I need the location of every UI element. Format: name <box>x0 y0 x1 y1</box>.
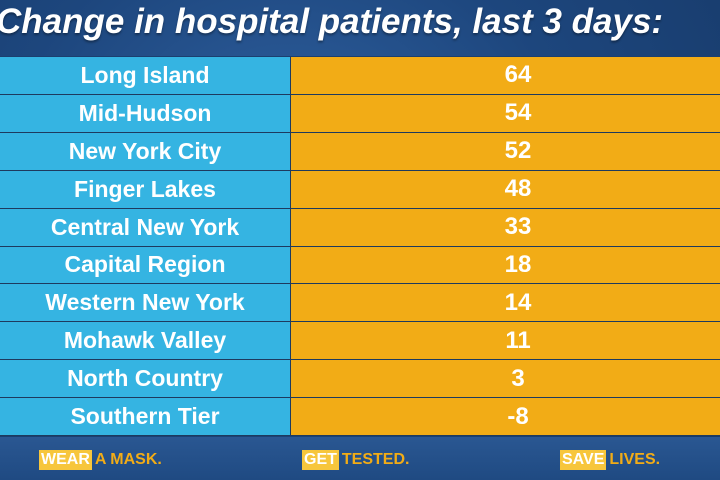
slogan-text: A MASK. <box>94 451 162 468</box>
table-row: Southern Tier -8 <box>0 398 720 437</box>
table-row: New York City 52 <box>0 132 720 171</box>
table-row: Finger Lakes 48 <box>0 170 720 209</box>
value-text: 64 <box>504 61 532 89</box>
region-cell: Finger Lakes <box>0 170 290 208</box>
value-text: 48 <box>504 175 532 203</box>
slogan-text: LIVES. <box>609 451 661 468</box>
value-text: 14 <box>504 288 532 316</box>
region-cell: Central New York <box>0 208 290 246</box>
slogan-highlight: SAVE <box>560 450 607 470</box>
table-row: North Country 3 <box>0 360 720 399</box>
region-cell: Mid-Hudson <box>0 94 290 132</box>
value-text: 52 <box>504 137 532 165</box>
slogan-highlight: WEAR <box>39 450 92 470</box>
hospital-change-table: Long Island 64 Mid-Hudson 54 New York Ci… <box>0 56 720 437</box>
slogan-text: TESTED. <box>341 451 410 468</box>
region-cell: Mohawk Valley <box>0 322 290 360</box>
region-cell: Long Island <box>0 57 290 94</box>
slogan-save-lives: SAVE LIVES. <box>560 450 660 470</box>
region-cell: Southern Tier <box>0 398 290 436</box>
value-text: 11 <box>505 326 531 354</box>
slogan-get-tested: GET TESTED. <box>302 450 409 470</box>
value-cell: 52 <box>290 132 720 170</box>
value-text: 18 <box>504 250 532 278</box>
value-cell: 14 <box>290 284 720 322</box>
value-cell: 11 <box>290 322 720 360</box>
slogan-highlight: GET <box>302 450 339 470</box>
value-cell: 3 <box>290 360 720 398</box>
value-text: -8 <box>507 402 529 430</box>
value-cell: 18 <box>290 246 720 284</box>
slogan-wear-mask: WEAR A MASK. <box>39 450 162 470</box>
value-cell: 48 <box>290 170 720 208</box>
table-row: Mid-Hudson 54 <box>0 94 720 133</box>
table-row: Central New York 33 <box>0 208 720 247</box>
table-row: Mohawk Valley 11 <box>0 322 720 361</box>
value-cell: 64 <box>290 57 720 94</box>
value-text: 33 <box>504 213 532 241</box>
page-title: Change in hospital patients, last 3 days… <box>0 2 664 41</box>
region-cell: New York City <box>0 132 290 170</box>
value-cell: 54 <box>290 94 720 132</box>
region-cell: North Country <box>0 360 290 398</box>
table-row: Western New York 14 <box>0 284 720 323</box>
table-row: Capital Region 18 <box>0 246 720 285</box>
value-text: 54 <box>504 99 532 127</box>
table-row: Long Island 64 <box>0 57 720 95</box>
value-cell: -8 <box>290 398 720 436</box>
region-cell: Western New York <box>0 284 290 322</box>
value-cell: 33 <box>290 208 720 246</box>
region-cell: Capital Region <box>0 246 290 284</box>
slogan-footer: WEAR A MASK. GET TESTED. SAVE LIVES. <box>0 437 720 480</box>
value-text: 3 <box>511 364 525 392</box>
